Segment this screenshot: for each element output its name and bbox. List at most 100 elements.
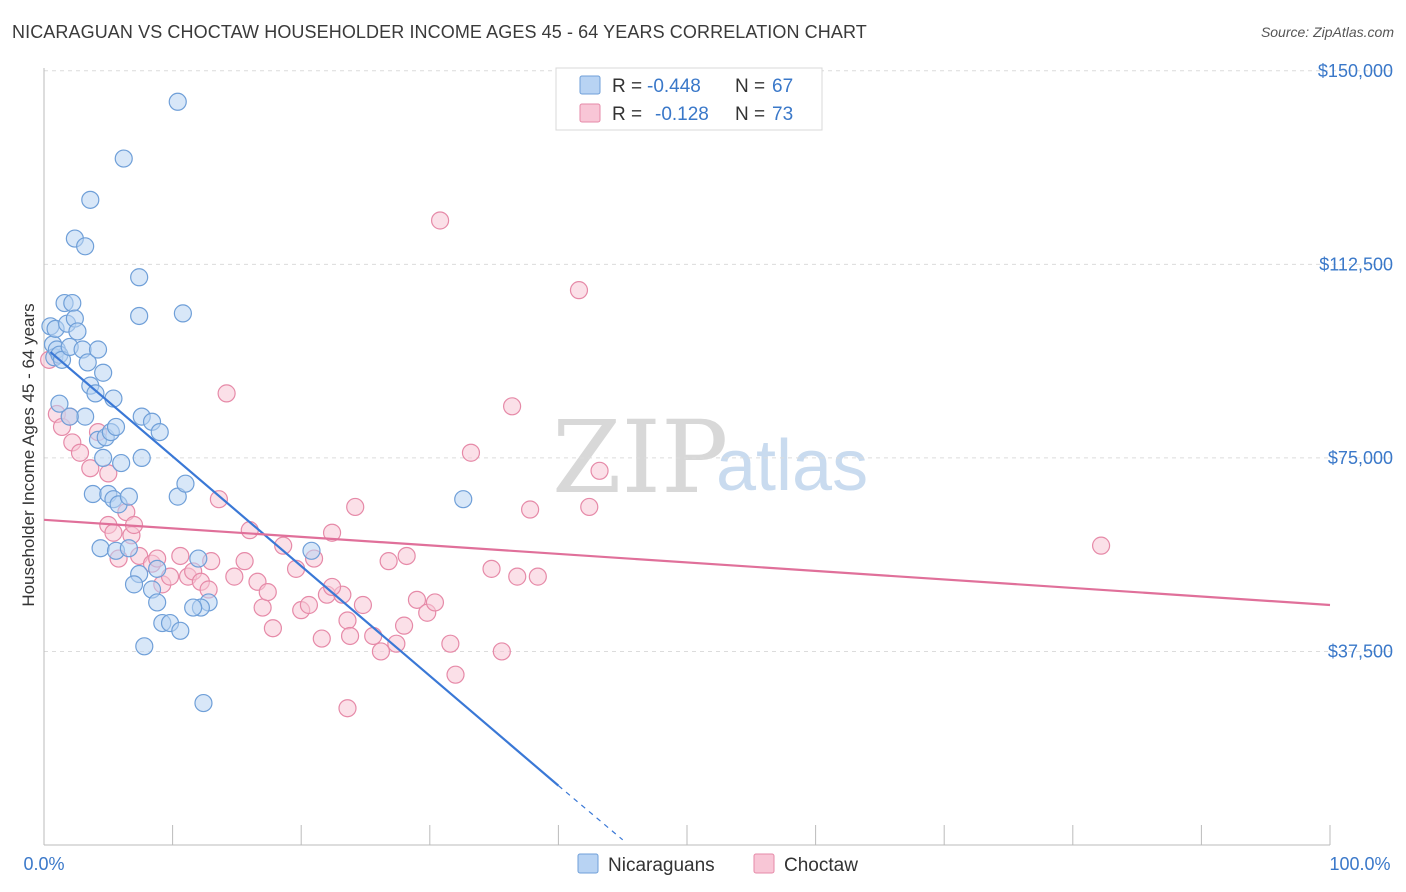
choctaw-point-38 xyxy=(299,595,319,615)
choctaw-point-45 xyxy=(340,626,360,646)
nicaraguan-point-63 xyxy=(168,92,187,111)
nicaraguan-point-42 xyxy=(119,539,138,558)
nicaraguan-point-54 xyxy=(184,598,203,617)
nicaraguan-point-16 xyxy=(50,394,69,413)
choctaw-point-68 xyxy=(590,461,609,480)
choctaw-point-29 xyxy=(235,552,254,571)
choctaw-point-51 xyxy=(387,634,406,653)
choctaw-point-28 xyxy=(225,567,244,586)
nicaraguan-point-12 xyxy=(68,322,87,341)
nicaraguan-point-62 xyxy=(114,149,133,168)
nicaraguan-point-10 xyxy=(63,293,82,313)
y-tick-label-1: $75,000 xyxy=(1328,448,1393,468)
legend-n-label-choctaw: N = xyxy=(735,104,765,125)
choctaw-point-65 xyxy=(528,567,547,586)
series-legend: Nicaraguans Choctaw xyxy=(577,853,858,876)
nicaraguan-point-60 xyxy=(76,237,95,256)
nicaraguan-point-61 xyxy=(81,190,100,209)
nicaraguan-point-57 xyxy=(302,541,321,560)
stats-legend: R = -0.448 N = 67 R = -0.128 N = 73 xyxy=(555,67,823,131)
choctaw-point-62 xyxy=(503,397,522,416)
bottom-legend-label-choctaw: Choctaw xyxy=(784,855,858,876)
nicaraguan-point-26 xyxy=(106,417,126,437)
choctaw-point-67 xyxy=(580,497,599,517)
choctaw-point-5 xyxy=(70,443,90,462)
y-tick-label-3: $150,000 xyxy=(1318,61,1393,81)
nicaraguan-point-56 xyxy=(194,693,213,713)
choctaw-point-63 xyxy=(508,567,527,586)
nicaraguan-point-44 xyxy=(148,559,167,578)
nicaraguan-point-20 xyxy=(88,340,108,359)
choctaw-point-54 xyxy=(407,590,427,609)
choctaw-point-35 xyxy=(274,536,293,555)
axes xyxy=(43,68,1331,846)
choctaw-point-70 xyxy=(338,699,357,718)
bottom-legend-label-nicaraguans: Nicaraguans xyxy=(608,855,715,876)
nicaraguan-trend-extension xyxy=(558,785,624,841)
legend-n-label-nicaraguans: N = xyxy=(735,76,765,97)
x-tick-label-1: 100.0% xyxy=(1329,854,1390,874)
choctaw-point-33 xyxy=(258,582,277,602)
y-tick-label-0: $37,500 xyxy=(1328,641,1393,661)
choctaw-point-50 xyxy=(379,552,398,571)
choctaw-point-44 xyxy=(338,611,357,630)
nicaraguan-point-15 xyxy=(60,407,79,426)
source-attribution: Source: ZipAtlas.com xyxy=(1260,24,1394,40)
choctaw-point-30 xyxy=(240,521,259,540)
nicaraguan-point-55 xyxy=(135,637,154,656)
choctaw-point-58 xyxy=(446,665,465,684)
nicaraguan-point-19 xyxy=(86,384,105,403)
nicaraguan-point-21 xyxy=(94,363,113,382)
legend-r-value-nicaraguans: -0.448 xyxy=(647,76,701,97)
choctaw-point-57 xyxy=(441,634,460,653)
nicaraguan-point-39 xyxy=(176,474,195,493)
chart-title: NICARAGUAN VS CHOCTAW HOUSEHOLDER INCOME… xyxy=(12,22,867,42)
legend-swatch-nicaraguans xyxy=(579,75,601,95)
nicaraguan-point-47 xyxy=(148,593,167,612)
choctaw-point-61 xyxy=(492,642,511,661)
nicaraguan-point-58 xyxy=(454,490,473,509)
y-tick-labels: $37,500 $75,000 $112,500 $150,000 xyxy=(1318,61,1393,662)
nicaraguan-points xyxy=(41,92,473,713)
choctaw-point-26 xyxy=(209,490,228,509)
legend-r-value-choctaw: -0.128 xyxy=(655,104,709,125)
choctaw-point-46 xyxy=(346,497,365,517)
x-tick-labels: 0.0% 100.0% xyxy=(23,854,1390,874)
choctaw-point-32 xyxy=(253,598,272,617)
bottom-legend-swatch-nicaraguans xyxy=(577,853,599,874)
legend-swatch-choctaw xyxy=(579,103,601,123)
watermark-atlas: atlas xyxy=(716,426,868,506)
nicaraguan-point-45 xyxy=(124,575,144,594)
nicaraguan-point-51 xyxy=(189,549,208,568)
legend-r-label-nicaraguans: R = xyxy=(612,76,642,97)
choctaw-point-66 xyxy=(569,281,589,300)
nicaraguan-point-33 xyxy=(119,487,138,506)
legend-n-value-nicaraguans: 67 xyxy=(772,76,793,97)
choctaw-point-10 xyxy=(104,523,123,542)
y-axis-label: Householder Income Ages 45 - 64 years xyxy=(19,303,38,606)
choctaw-point-47 xyxy=(353,595,373,615)
nicaraguan-point-66 xyxy=(173,304,192,323)
choctaw-point-69 xyxy=(430,211,450,230)
choctaw-point-64 xyxy=(521,500,540,519)
nicaraguan-point-40 xyxy=(91,539,110,558)
nicaraguan-point-65 xyxy=(130,306,149,326)
choctaw-point-40 xyxy=(312,629,331,648)
choctaw-point-27 xyxy=(217,384,236,403)
choctaw-point-49 xyxy=(371,642,391,661)
nicaraguan-trend-line xyxy=(49,351,560,787)
nicaraguan-point-29 xyxy=(83,484,102,504)
choctaw-point-59 xyxy=(461,443,481,462)
nicaraguan-point-27 xyxy=(112,453,131,473)
nicaraguan-point-36 xyxy=(150,422,169,442)
nicaraguan-point-17 xyxy=(78,353,97,372)
choctaw-point-60 xyxy=(482,559,501,578)
choctaw-point-56 xyxy=(425,593,445,612)
choctaw-point-6 xyxy=(81,459,100,478)
choctaw-point-48 xyxy=(364,626,383,646)
choctaw-point-71 xyxy=(322,577,342,597)
choctaw-point-20 xyxy=(171,546,190,566)
choctaw-point-42 xyxy=(322,523,342,542)
x-tick-label-0: 0.0% xyxy=(23,854,64,874)
